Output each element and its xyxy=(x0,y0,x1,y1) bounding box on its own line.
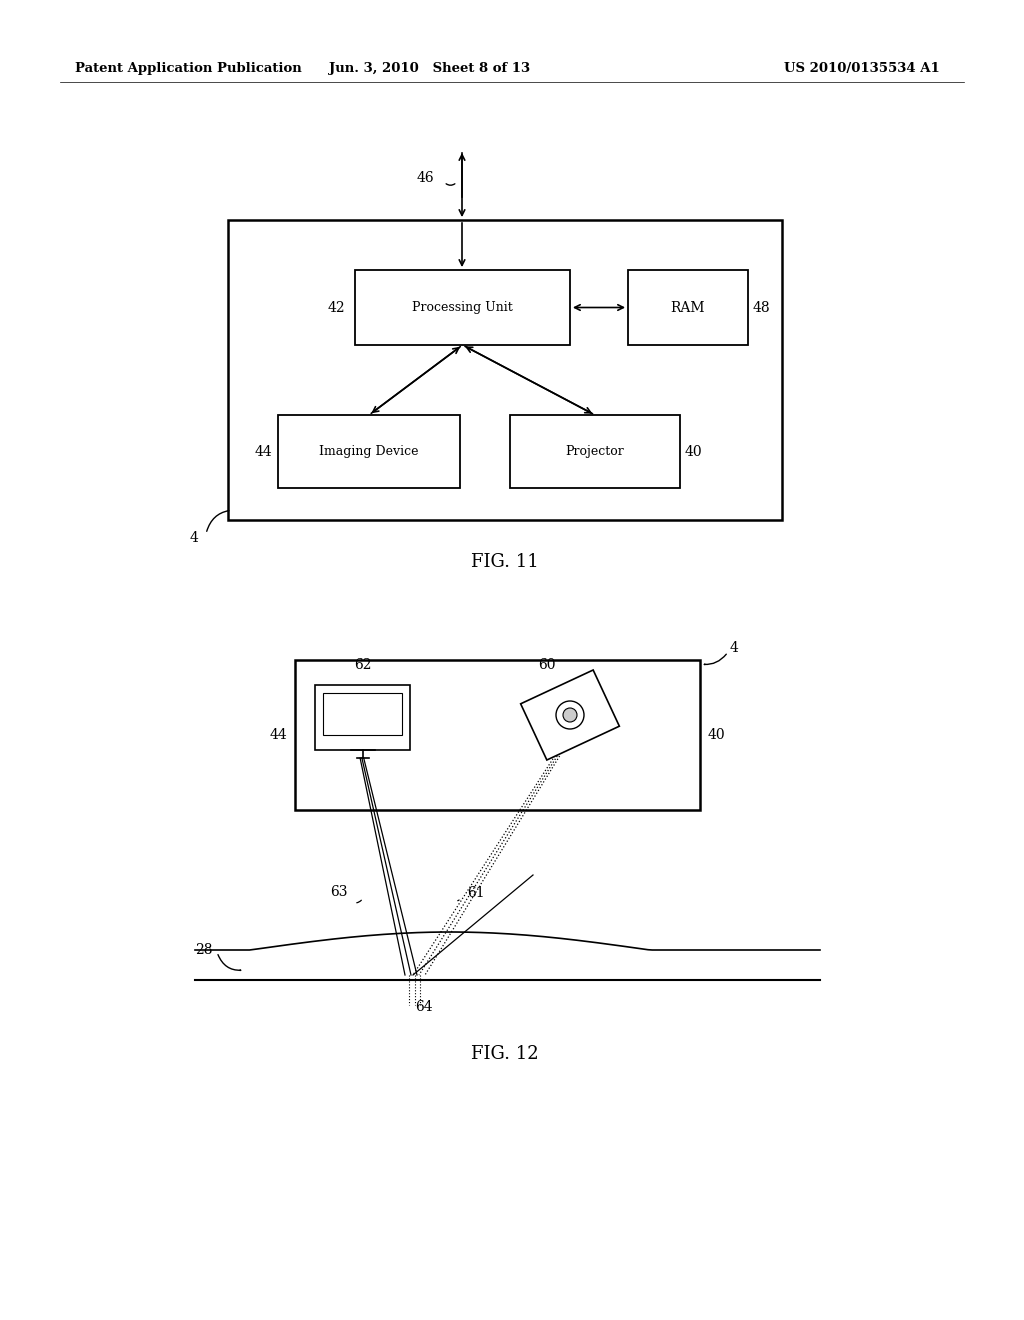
Bar xyxy=(295,660,700,810)
Text: 60: 60 xyxy=(539,657,556,672)
Text: RAM: RAM xyxy=(671,301,706,314)
FancyArrowPatch shape xyxy=(218,954,241,970)
Text: Patent Application Publication: Patent Application Publication xyxy=(75,62,302,75)
Text: 40: 40 xyxy=(708,729,726,742)
Text: FIG. 11: FIG. 11 xyxy=(471,553,539,572)
Text: Projector: Projector xyxy=(565,445,625,458)
Circle shape xyxy=(563,708,577,722)
Bar xyxy=(315,685,410,750)
Text: 44: 44 xyxy=(269,729,287,742)
Bar xyxy=(278,414,460,488)
Text: 44: 44 xyxy=(254,445,272,458)
Bar xyxy=(628,271,748,345)
Bar xyxy=(323,693,402,735)
Text: 40: 40 xyxy=(685,445,702,458)
Text: 4: 4 xyxy=(730,642,739,655)
Text: 28: 28 xyxy=(196,942,213,957)
Bar xyxy=(355,271,570,345)
Circle shape xyxy=(556,701,584,729)
Text: 63: 63 xyxy=(331,884,348,899)
Text: Jun. 3, 2010   Sheet 8 of 13: Jun. 3, 2010 Sheet 8 of 13 xyxy=(330,62,530,75)
Text: 62: 62 xyxy=(354,657,372,672)
Text: 4: 4 xyxy=(189,531,198,545)
Polygon shape xyxy=(520,671,620,760)
Bar xyxy=(228,220,782,520)
FancyArrowPatch shape xyxy=(207,511,228,532)
Text: 61: 61 xyxy=(467,886,484,900)
FancyArrowPatch shape xyxy=(705,655,726,665)
Bar xyxy=(510,414,680,488)
Text: Imaging Device: Imaging Device xyxy=(319,445,419,458)
Text: 46: 46 xyxy=(417,172,434,185)
Text: 42: 42 xyxy=(328,301,345,314)
Text: US 2010/0135534 A1: US 2010/0135534 A1 xyxy=(784,62,940,75)
Text: FIG. 12: FIG. 12 xyxy=(471,1045,539,1063)
Text: Processing Unit: Processing Unit xyxy=(412,301,513,314)
Text: 64: 64 xyxy=(415,1001,433,1014)
Text: 48: 48 xyxy=(753,301,771,314)
